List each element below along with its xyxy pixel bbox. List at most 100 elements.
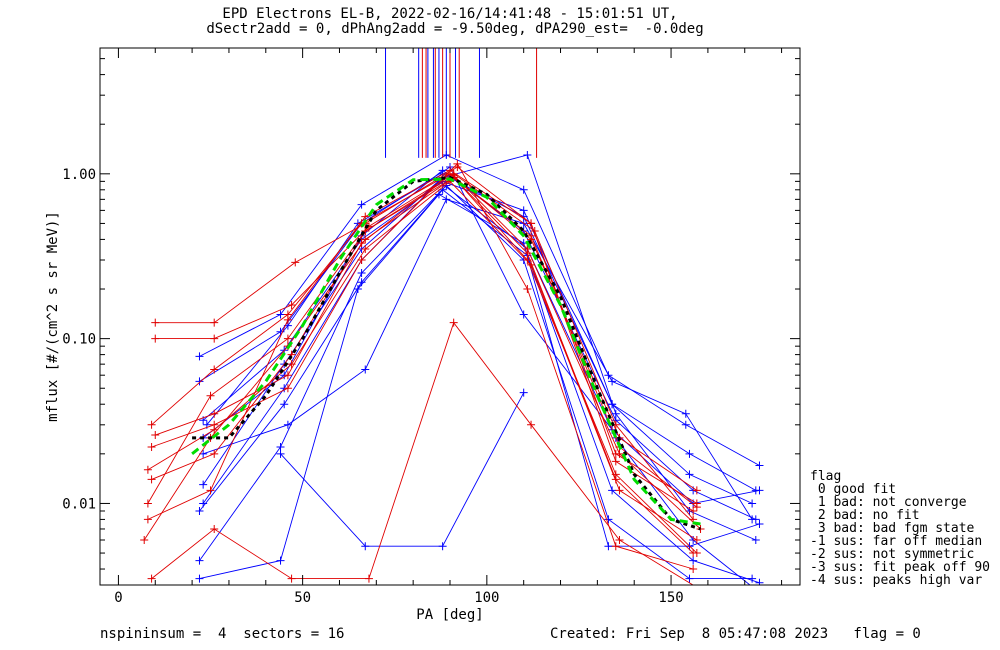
- data-point: [283, 420, 292, 429]
- data-point: [523, 285, 532, 294]
- data-point: [752, 586, 760, 594]
- data-point: [697, 586, 705, 594]
- data-point: [361, 235, 370, 244]
- series-blue-11: [276, 388, 528, 551]
- data-point: [283, 315, 292, 324]
- chart-title-line2: dSectr2add = 0, dPhAng2add = -9.50deg, d…: [206, 21, 704, 37]
- series-line: [147, 169, 694, 520]
- data-point: [519, 206, 528, 215]
- data-point: [527, 231, 536, 240]
- data-point: [195, 352, 204, 361]
- data-point: [611, 542, 620, 551]
- data-point: [681, 409, 690, 418]
- data-point: [751, 486, 760, 495]
- data-point: [210, 409, 219, 418]
- data-point: [611, 457, 620, 466]
- fit-layer: [191, 175, 701, 531]
- data-point: [748, 499, 757, 508]
- y-tick-label: 0.01: [62, 496, 96, 512]
- data-point: [151, 334, 160, 343]
- data-point: [685, 449, 694, 458]
- data-point: [449, 318, 458, 327]
- data-point: [361, 365, 370, 374]
- series-line: [202, 180, 757, 491]
- data-point: [357, 255, 366, 264]
- series-line: [280, 392, 525, 547]
- data-point: [615, 486, 624, 495]
- series-line: [203, 198, 753, 520]
- series-blue-9: [195, 190, 764, 583]
- series-red-19: [147, 318, 705, 594]
- data-point: [692, 503, 701, 512]
- data-point: [276, 310, 285, 319]
- data-point: [364, 574, 373, 583]
- series-red-13: [151, 169, 698, 524]
- series-line: [199, 166, 760, 504]
- data-point: [523, 249, 532, 258]
- data-point: [195, 377, 204, 386]
- data-point: [147, 443, 156, 452]
- series-line: [151, 321, 694, 585]
- legend-item: 1 bad: not converge: [810, 495, 967, 510]
- series-line: [147, 174, 701, 530]
- data-point: [210, 449, 219, 458]
- series-layer: [140, 151, 764, 594]
- fit-line-fit: [191, 177, 701, 526]
- x-tick-label: 0: [114, 590, 122, 606]
- data-point: [681, 420, 690, 429]
- series-line: [202, 169, 756, 520]
- data-point: [206, 391, 215, 400]
- data-point: [143, 499, 152, 508]
- data-point: [755, 520, 764, 529]
- data-point: [442, 195, 451, 204]
- x-tick-label: 50: [294, 590, 311, 606]
- data-point: [519, 310, 528, 319]
- series-line: [199, 154, 760, 466]
- series-red-22: [151, 169, 698, 558]
- data-point: [748, 574, 757, 583]
- series-line: [199, 193, 760, 580]
- data-point: [696, 524, 705, 533]
- data-point: [615, 536, 624, 545]
- data-point: [195, 574, 204, 583]
- data-point: [604, 515, 613, 524]
- legend-item: 0 good fit: [810, 482, 897, 497]
- series-red-20: [143, 166, 698, 524]
- data-point: [287, 574, 296, 583]
- series-red-14: [147, 169, 701, 495]
- data-point: [685, 470, 694, 479]
- data-point: [147, 574, 156, 583]
- data-point: [210, 365, 219, 374]
- data-point: [692, 536, 701, 545]
- data-point: [438, 166, 447, 175]
- data-point: [361, 542, 370, 551]
- data-point: [361, 244, 370, 253]
- data-point: [519, 388, 528, 397]
- legend-item: 2 bad: no fit: [810, 508, 920, 523]
- data-point: [527, 420, 536, 429]
- series-blue-10: [199, 166, 760, 524]
- data-point: [143, 515, 152, 524]
- data-point: [210, 318, 219, 327]
- axis-layer: 0 50 100 150 0.01 0.10 1.00: [62, 48, 800, 606]
- data-point: [195, 506, 204, 515]
- series-red-17: [143, 177, 701, 545]
- series-blue-8: [199, 195, 757, 524]
- data-point: [689, 565, 698, 574]
- series-red-18: [147, 159, 698, 574]
- data-point: [527, 219, 536, 228]
- data-point: [283, 371, 292, 380]
- data-point: [453, 159, 462, 168]
- series-red-12: [151, 162, 701, 508]
- data-point: [206, 486, 215, 495]
- data-point: [689, 549, 698, 558]
- data-point: [147, 420, 156, 429]
- series-red-21: [147, 173, 701, 512]
- data-point: [523, 151, 532, 160]
- data-point: [685, 574, 694, 583]
- data-point: [611, 475, 620, 484]
- y-axis-label: mflux [#/(cm^2 s sr MeV)]: [45, 211, 61, 422]
- data-point: [755, 578, 764, 585]
- data-point: [608, 486, 617, 495]
- data-point: [751, 536, 760, 545]
